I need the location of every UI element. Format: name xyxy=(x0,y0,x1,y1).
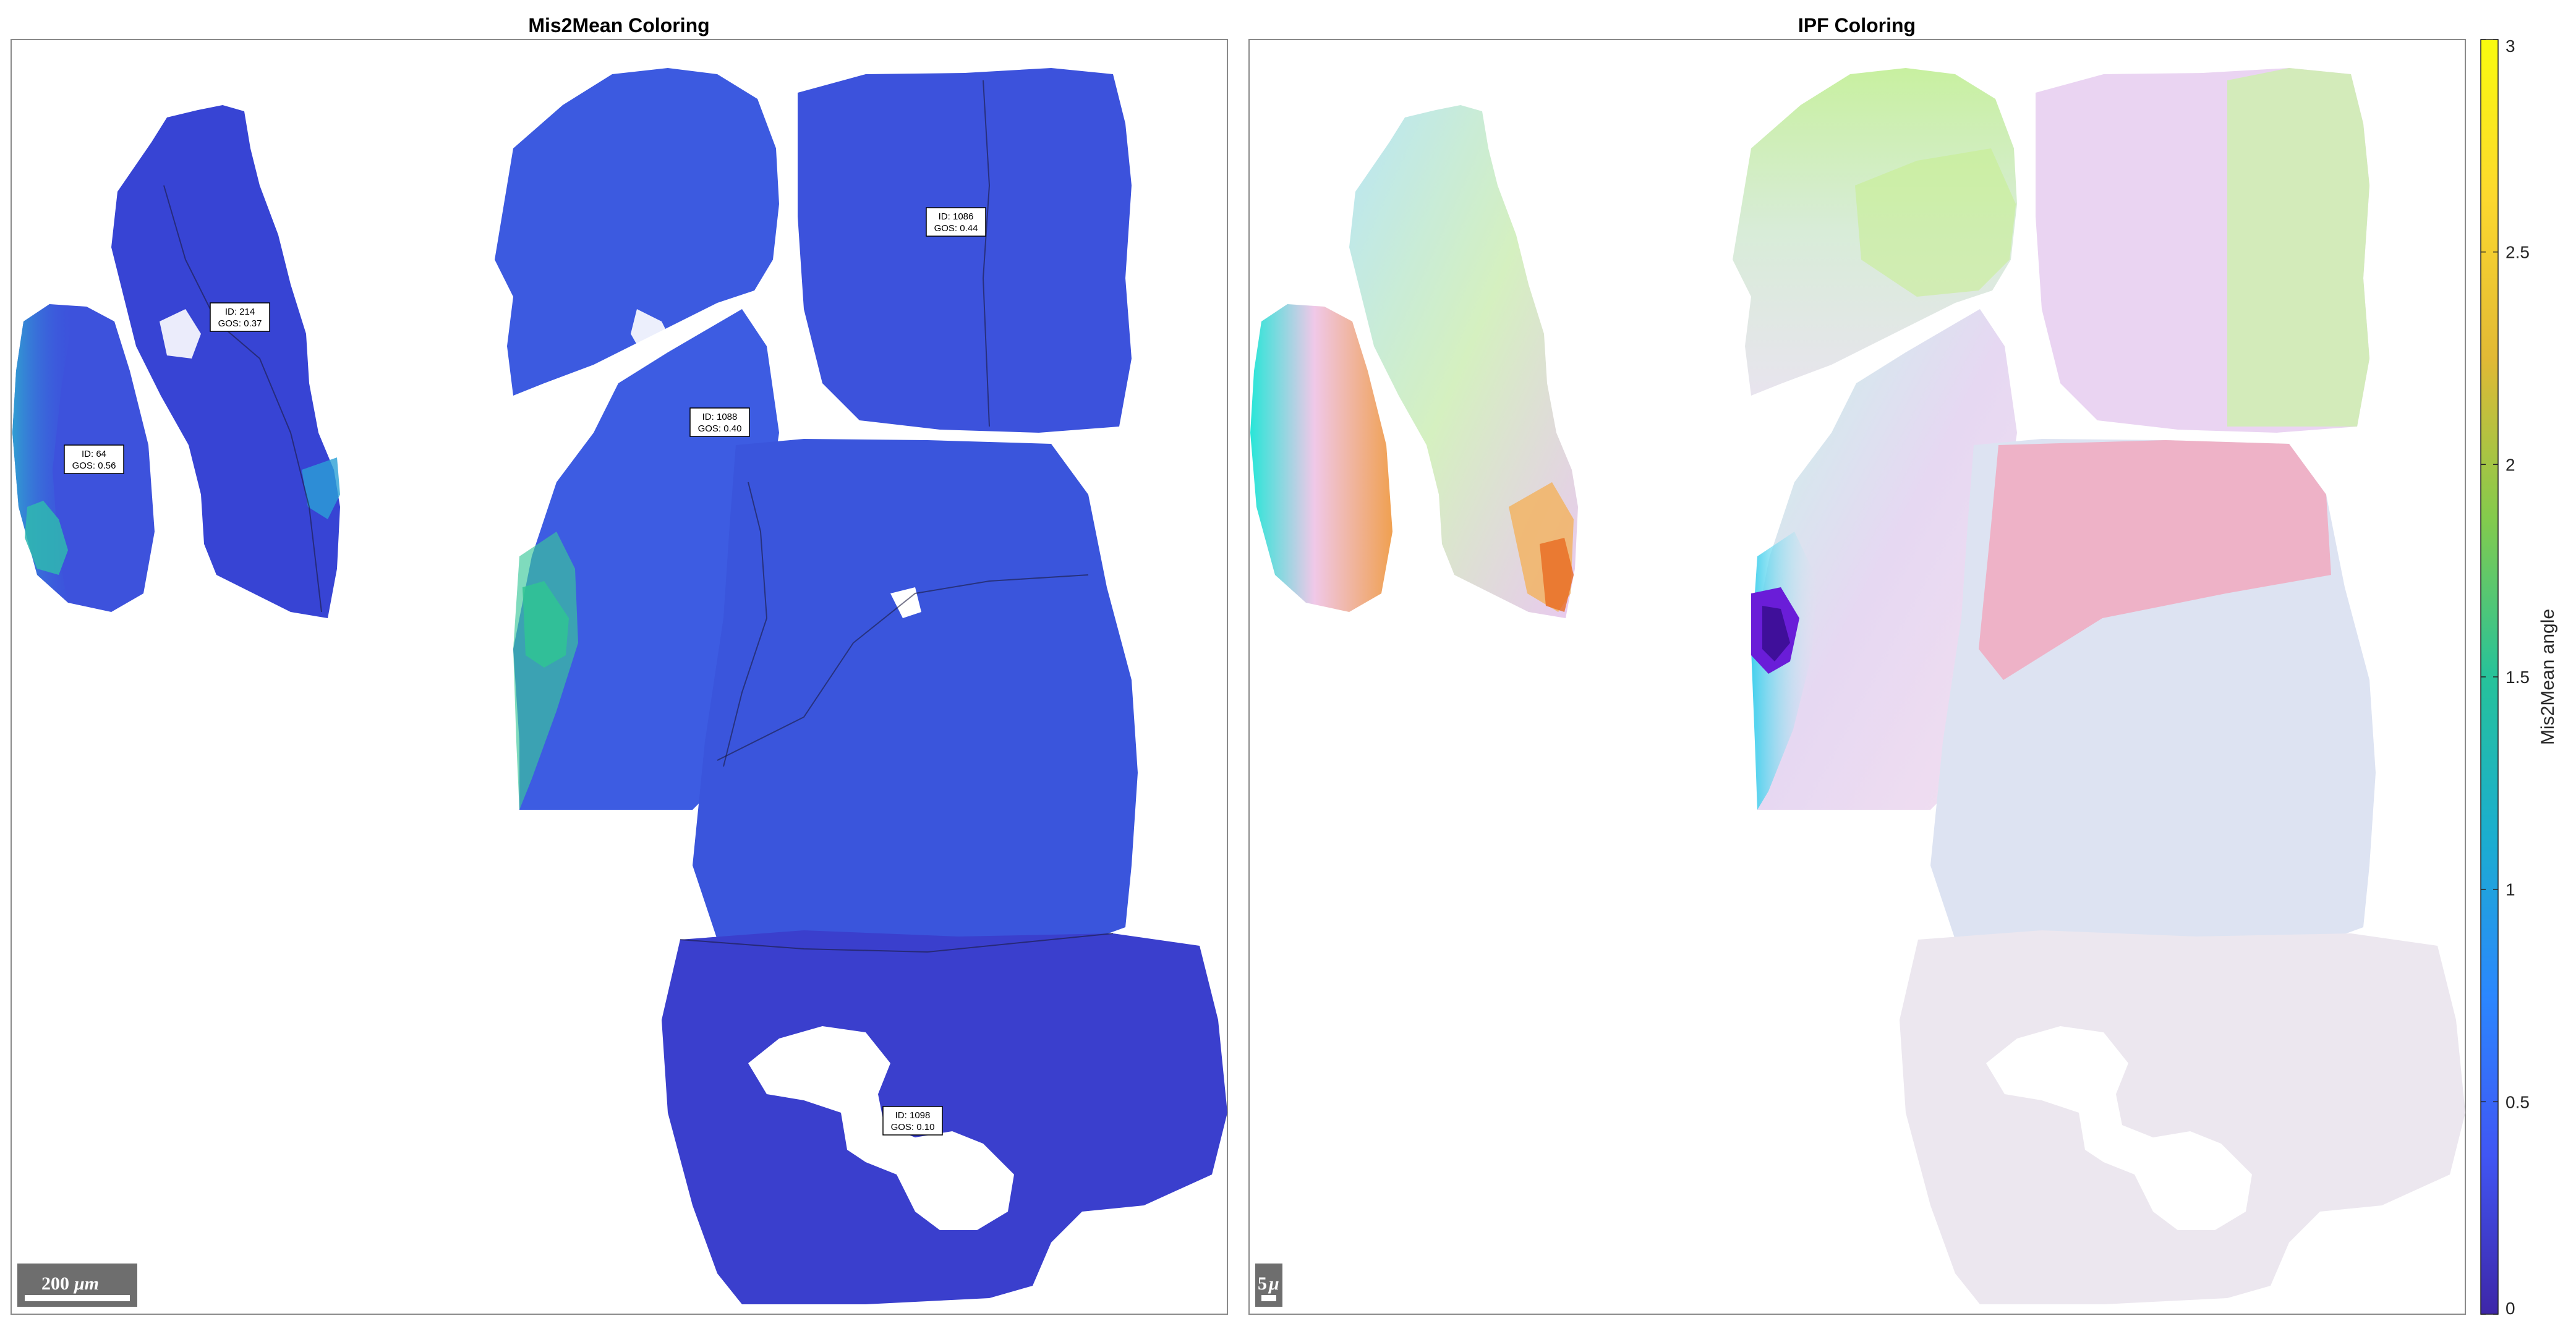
colorbar-tick-label: 0 xyxy=(2506,1299,2515,1318)
grain-label-1088-id: ID: 1088 xyxy=(702,412,738,422)
colorbar-ticks: 0 0.5 1 1.5 2 2.5 3 xyxy=(2481,36,2530,1318)
colorbar-tick-label: 1 xyxy=(2506,880,2515,899)
grain-label-1098: ID: 1098 GOS: 0.10 xyxy=(882,1106,943,1136)
grain-label-64-id: ID: 64 xyxy=(82,449,106,459)
ipf-title: IPF Coloring xyxy=(1798,14,1916,36)
grain-label-1088: ID: 1088 GOS: 0.40 xyxy=(689,407,750,437)
mis2mean-scale-unit: μm xyxy=(73,1273,99,1294)
grain-label-1086-gos: GOS: 0.44 xyxy=(934,223,978,234)
mis2mean-panel: Mis2Mean Coloring xyxy=(11,14,1228,1315)
grain-label-214-id: ID: 214 xyxy=(225,307,255,317)
mis2mean-scale-value: 200 xyxy=(41,1273,69,1294)
grain-label-1088-gos: GOS: 0.40 xyxy=(698,423,742,434)
grain-label-1086: ID: 1086 GOS: 0.44 xyxy=(926,207,986,237)
colorbar-tick-label: 3 xyxy=(2506,36,2515,56)
grain-label-1098-gos: GOS: 0.10 xyxy=(891,1122,935,1132)
colorbar: 0 0.5 1 1.5 2 2.5 3 Mis2Mean angle xyxy=(2480,36,2558,1318)
colorbar-tick-label: 2.5 xyxy=(2506,243,2530,262)
colorbar-tick-label: 1.5 xyxy=(2506,668,2530,687)
ipf-scale-bar: 5 μ xyxy=(1255,1264,1282,1307)
ipf-panel: IPF Coloring xyxy=(1248,14,2466,1315)
ipf-scale-unit: μ xyxy=(1268,1273,1279,1294)
grain-label-214: ID: 214 GOS: 0.37 xyxy=(210,302,270,332)
mis2mean-title: Mis2Mean Coloring xyxy=(528,14,709,36)
colorbar-label: Mis2Mean angle xyxy=(2538,609,2558,745)
colorbar-tick-label: 0.5 xyxy=(2506,1092,2530,1111)
ipf-grain-map xyxy=(1250,68,2465,1304)
grain-label-1098-id: ID: 1098 xyxy=(895,1110,931,1121)
mis2mean-scale-bar: 200 μm xyxy=(17,1264,137,1307)
grain-label-214-gos: GOS: 0.37 xyxy=(218,318,262,329)
grain-label-64-gos: GOS: 0.56 xyxy=(72,461,116,471)
grain-label-64: ID: 64 GOS: 0.56 xyxy=(64,444,124,474)
colorbar-tick-label: 2 xyxy=(2506,455,2515,474)
ipf-scale-value: 5 xyxy=(1258,1273,1267,1294)
grain-label-1086-id: ID: 1086 xyxy=(939,211,974,222)
